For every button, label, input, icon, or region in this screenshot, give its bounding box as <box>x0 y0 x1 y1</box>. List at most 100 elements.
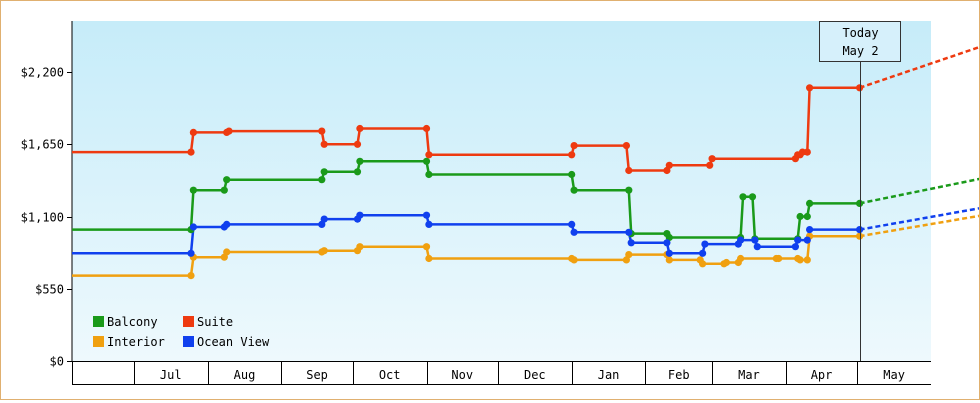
data-point <box>699 249 707 257</box>
data-point <box>791 243 800 251</box>
data-point <box>663 239 671 247</box>
legend-label: Balcony <box>107 315 158 329</box>
legend-swatch <box>183 336 194 347</box>
data-point <box>568 151 576 159</box>
data-point <box>803 236 811 244</box>
data-point <box>796 256 804 264</box>
data-point <box>422 243 431 251</box>
data-point <box>356 157 364 165</box>
legend: Balcony Suite Interior Ocean View <box>93 315 270 349</box>
data-point <box>220 186 228 194</box>
x-tick-label: Dec <box>524 368 546 382</box>
data-point <box>356 243 364 251</box>
data-point <box>796 212 804 221</box>
data-point <box>751 236 759 244</box>
x-tick-label: Apr <box>811 368 833 382</box>
today-box <box>819 21 901 62</box>
data-point <box>737 236 745 244</box>
data-point <box>570 256 578 264</box>
y-tick-label: $1,100 <box>21 211 64 225</box>
data-point <box>737 254 745 263</box>
data-point <box>625 228 633 236</box>
data-point <box>422 124 431 133</box>
data-point <box>223 176 231 184</box>
data-point <box>320 247 328 255</box>
data-point <box>353 140 362 148</box>
today-date: May 2 <box>842 44 878 58</box>
x-tick-label: Jul <box>160 368 182 382</box>
data-point <box>570 186 578 194</box>
data-point <box>189 223 197 231</box>
data-point <box>189 128 197 136</box>
series-line <box>72 213 860 255</box>
data-point <box>775 254 783 263</box>
data-point <box>223 248 231 256</box>
data-point <box>187 148 195 156</box>
data-point <box>187 272 195 280</box>
data-point <box>425 170 433 179</box>
data-point <box>706 161 714 169</box>
data-point <box>320 140 328 148</box>
x-tick-label: Nov <box>451 368 473 382</box>
data-point <box>625 186 633 194</box>
data-point <box>708 155 716 163</box>
data-point <box>625 166 633 175</box>
series-line <box>72 160 860 241</box>
data-point <box>320 168 328 176</box>
data-point <box>570 228 578 236</box>
data-point <box>794 236 802 244</box>
forecast-line <box>859 214 980 238</box>
legend-label: Suite <box>197 315 233 329</box>
data-point <box>739 193 747 201</box>
data-point <box>856 232 864 240</box>
data-point <box>665 161 673 169</box>
y-tick-label: $0 <box>50 355 64 369</box>
data-point <box>318 176 326 184</box>
forecast-line <box>859 45 980 89</box>
today-label: Today <box>842 26 878 40</box>
data-point <box>806 199 814 207</box>
y-tick-label: $1,650 <box>21 138 64 152</box>
data-point <box>803 212 811 221</box>
data-point <box>753 243 761 251</box>
data-point <box>189 186 197 194</box>
data-point <box>568 170 576 179</box>
data-point <box>422 211 431 219</box>
forecast-line <box>859 177 980 205</box>
y-tick-label: $2,200 <box>21 66 64 80</box>
data-point <box>356 211 364 219</box>
x-tick-label: Jan <box>598 368 620 382</box>
x-tick-label: Mar <box>738 368 760 382</box>
x-tick-label: May <box>883 368 905 382</box>
data-point <box>223 220 231 228</box>
data-point <box>856 84 864 92</box>
x-tick-label: Sep <box>306 368 328 382</box>
data-point <box>320 215 328 223</box>
data-point <box>425 220 433 228</box>
data-point <box>622 142 631 150</box>
data-point <box>187 249 195 257</box>
data-point <box>353 168 362 176</box>
data-point <box>806 226 814 234</box>
data-point <box>806 84 814 92</box>
data-point <box>627 239 635 247</box>
data-point <box>856 226 864 234</box>
data-point <box>856 199 864 207</box>
data-point <box>422 157 431 165</box>
x-tick-label: Oct <box>379 368 401 382</box>
data-point <box>625 251 633 259</box>
data-point <box>570 142 578 150</box>
data-point <box>701 240 709 248</box>
legend-label: Interior <box>107 335 165 349</box>
data-point <box>425 254 433 263</box>
legend-swatch <box>93 316 104 327</box>
data-point <box>356 124 364 133</box>
data-point <box>748 193 757 201</box>
legend-label: Ocean View <box>197 335 270 349</box>
legend-swatch <box>93 336 104 347</box>
forecast-line <box>859 206 980 231</box>
data-point <box>318 127 326 135</box>
data-point <box>722 258 731 267</box>
legend-swatch <box>183 316 194 327</box>
